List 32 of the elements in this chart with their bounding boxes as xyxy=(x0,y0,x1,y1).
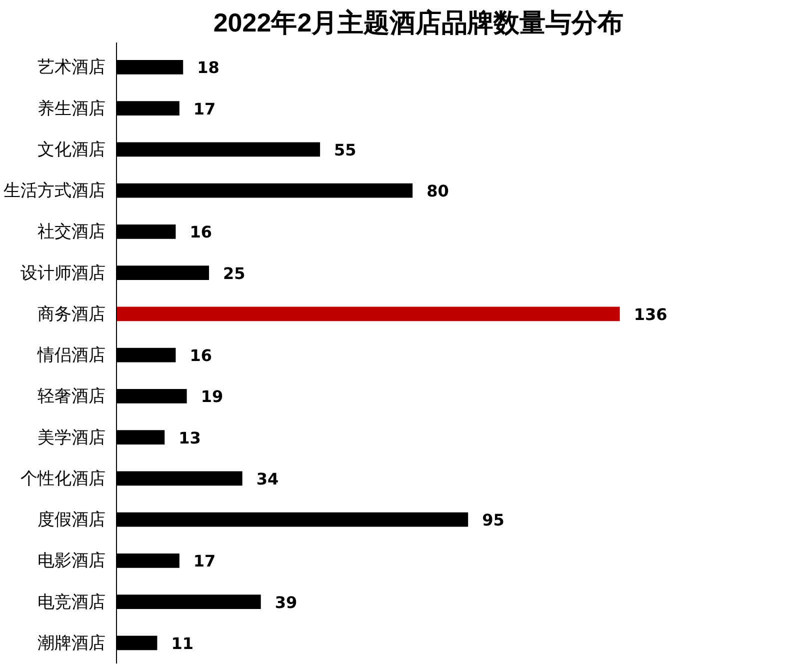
data-label: 95 xyxy=(482,510,504,530)
y-tick-label: 文化酒店 xyxy=(38,140,106,159)
data-label: 136 xyxy=(634,304,668,324)
data-label: 18 xyxy=(197,58,220,78)
bar xyxy=(116,306,620,322)
data-label: 55 xyxy=(334,140,356,160)
chart-title: 2022年2月主题酒店品牌数量与分布 xyxy=(213,8,624,38)
y-tick-label: 个性化酒店 xyxy=(20,468,106,488)
y-tick-label: 电竞酒店 xyxy=(38,592,106,612)
data-label: 80 xyxy=(426,182,449,201)
data-label: 13 xyxy=(178,428,201,448)
y-tick-label: 电影酒店 xyxy=(38,551,106,570)
y-tick-label: 轻奢酒店 xyxy=(38,386,106,406)
y-tick-label: 生活方式酒店 xyxy=(4,181,106,200)
data-label: 16 xyxy=(190,346,212,366)
y-tick-label: 设计师酒店 xyxy=(20,263,106,282)
y-tick-label: 美学酒店 xyxy=(38,428,106,447)
data-label: 11 xyxy=(171,634,194,653)
y-tick-label: 潮牌酒店 xyxy=(38,633,106,652)
data-label: 16 xyxy=(190,222,212,242)
data-label: 17 xyxy=(193,99,216,118)
y-tick-label: 情侣酒店 xyxy=(36,346,106,365)
y-tick-label: 艺术酒店 xyxy=(38,58,106,77)
y-tick-label: 养生酒店 xyxy=(38,98,106,118)
data-label: 34 xyxy=(256,469,279,488)
y-tick-label: 社交酒店 xyxy=(38,222,106,242)
data-label: 19 xyxy=(200,387,224,406)
y-tick-label: 度假酒店 xyxy=(38,510,106,530)
data-label: 25 xyxy=(223,264,246,283)
data-label: 17 xyxy=(193,552,216,571)
data-label: 39 xyxy=(274,592,298,612)
y-tick-label: 商务酒店 xyxy=(38,304,106,324)
